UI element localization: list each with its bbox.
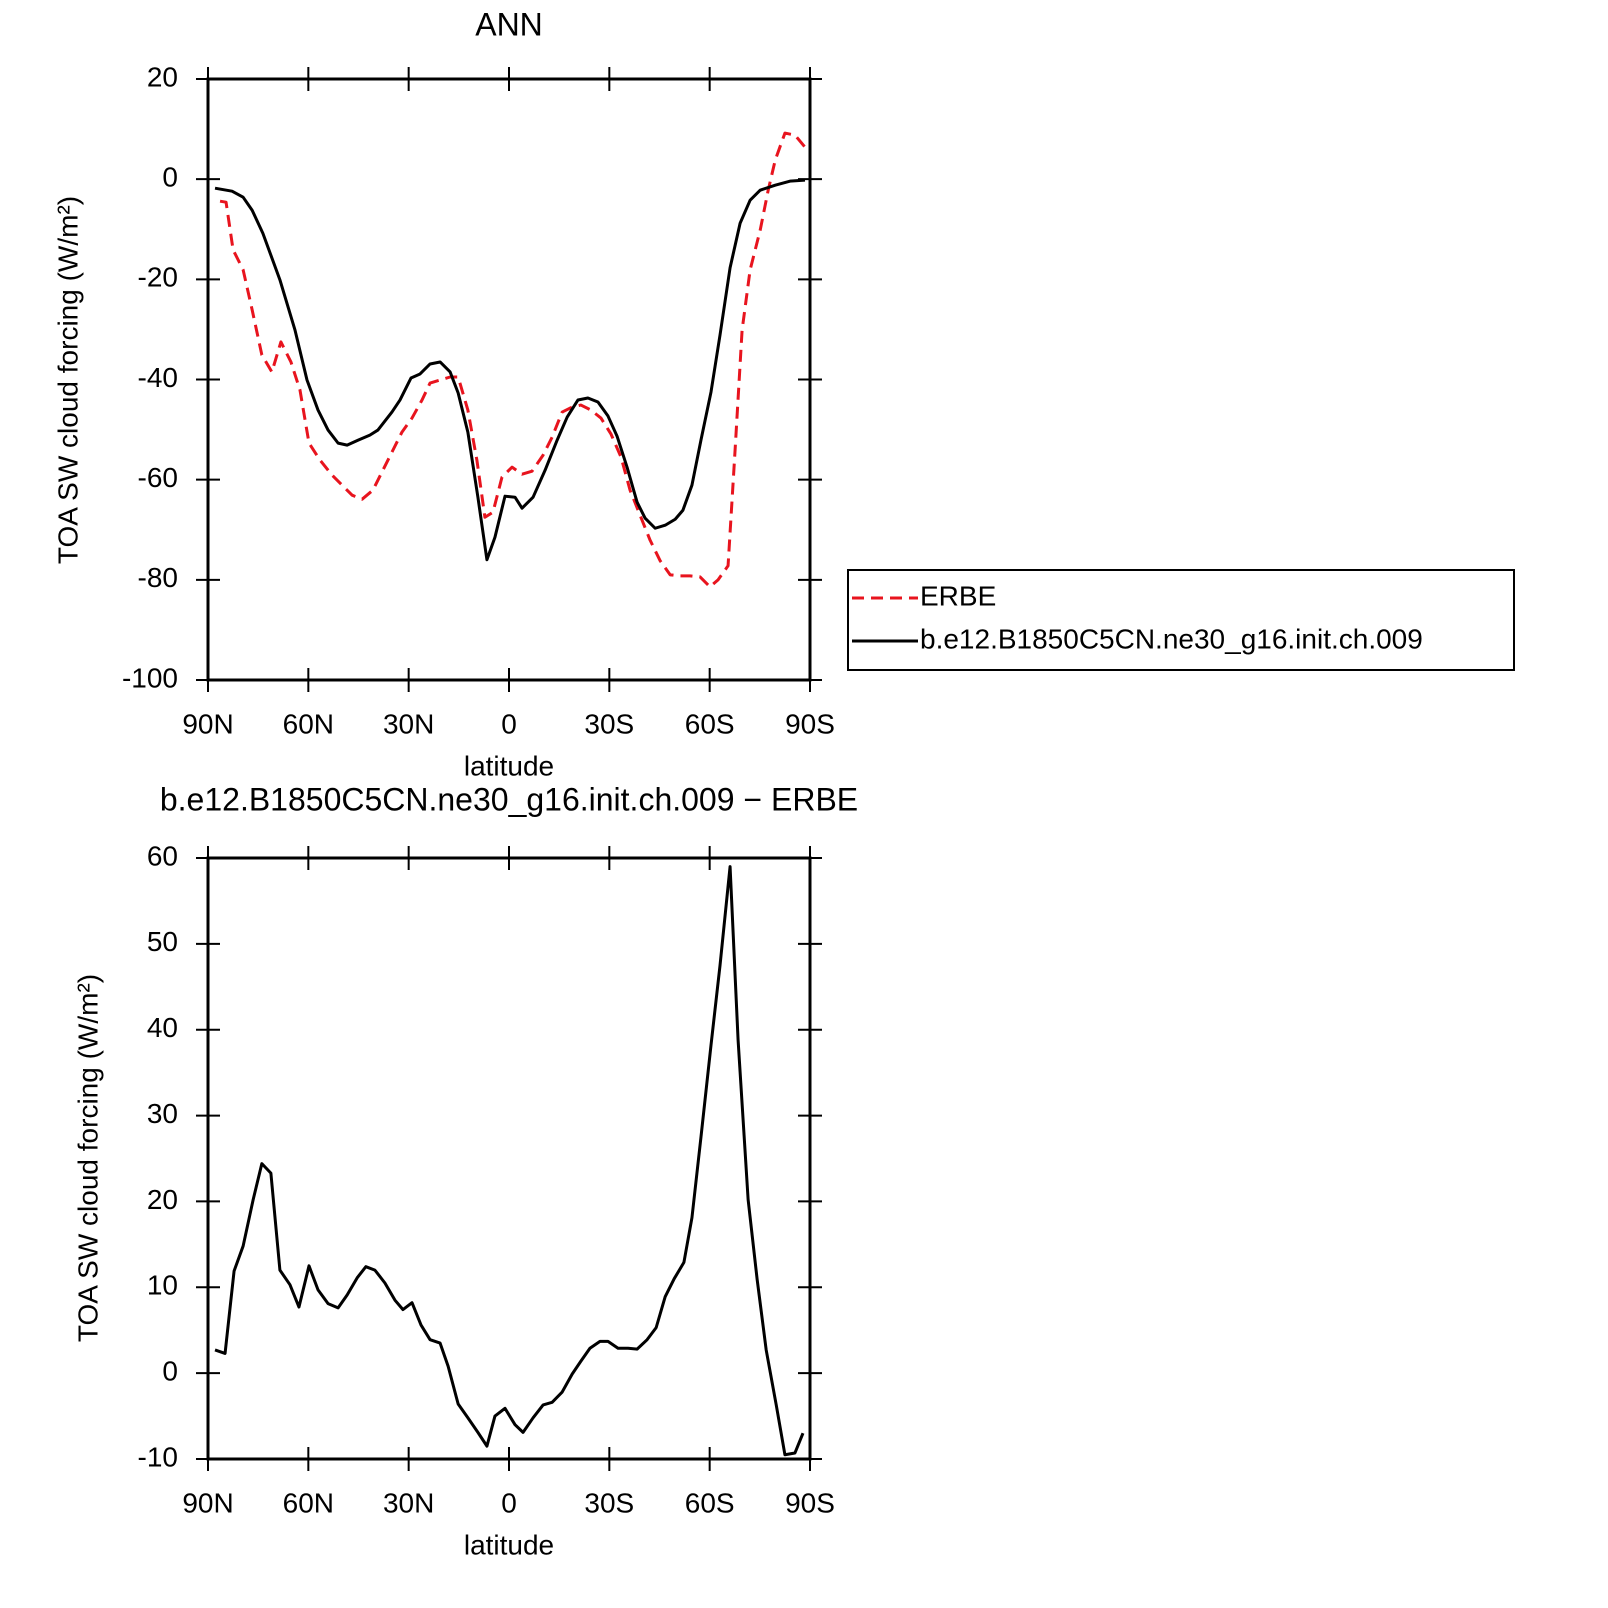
x-tick-label: 0 xyxy=(501,708,517,739)
y-tick-label: 40 xyxy=(147,1012,178,1043)
x-tick-label: 60S xyxy=(685,1487,735,1518)
y-tick-label: 0 xyxy=(162,1356,178,1387)
x-tick-label: 30N xyxy=(383,1487,434,1518)
x-axis-label: latitude xyxy=(464,750,554,781)
chart-title: b.e12.B1850C5CN.ne30_g16.init.ch.009 − E… xyxy=(160,781,858,817)
y-tick-label: -10 xyxy=(138,1441,178,1472)
x-tick-label: 90N xyxy=(182,708,233,739)
y-axis-label: TOA SW cloud forcing (W/m²) xyxy=(52,196,83,564)
chart-title: ANN xyxy=(475,6,543,42)
legend-label: ERBE xyxy=(920,580,996,611)
x-tick-label: 60N xyxy=(283,708,334,739)
y-tick-label: -40 xyxy=(138,362,178,393)
x-tick-label: 30S xyxy=(584,1487,634,1518)
plot-frame xyxy=(206,77,812,682)
x-tick-label: 90N xyxy=(182,1487,233,1518)
y-tick-label: -60 xyxy=(138,462,178,493)
y-tick-label: 30 xyxy=(147,1098,178,1129)
y-tick-label: 20 xyxy=(147,61,178,92)
x-axis-label: latitude xyxy=(464,1529,554,1560)
data-line xyxy=(219,131,807,589)
y-tick-label: 0 xyxy=(162,162,178,193)
x-tick-label: 90S xyxy=(785,708,835,739)
y-axis-label: TOA SW cloud forcing (W/m²) xyxy=(72,974,103,1342)
y-tick-label: -80 xyxy=(138,562,178,593)
data-line xyxy=(214,865,805,1457)
y-tick-label: 20 xyxy=(147,1184,178,1215)
y-tick-label: -20 xyxy=(138,262,178,293)
legend-box xyxy=(847,569,1515,671)
plot-frame xyxy=(206,856,812,1461)
x-tick-label: 90S xyxy=(785,1487,835,1518)
x-tick-label: 30S xyxy=(584,708,634,739)
y-tick-label: 60 xyxy=(147,840,178,871)
y-tick-label: 50 xyxy=(147,926,178,957)
x-tick-label: 60N xyxy=(283,1487,334,1518)
y-tick-label: -100 xyxy=(122,662,178,693)
x-tick-label: 60S xyxy=(685,708,735,739)
data-line xyxy=(214,178,806,562)
x-tick-label: 0 xyxy=(501,1487,517,1518)
legend-label: b.e12.B1850C5CN.ne30_g16.init.ch.009 xyxy=(920,623,1423,654)
x-tick-label: 30N xyxy=(383,708,434,739)
y-tick-label: 10 xyxy=(147,1270,178,1301)
